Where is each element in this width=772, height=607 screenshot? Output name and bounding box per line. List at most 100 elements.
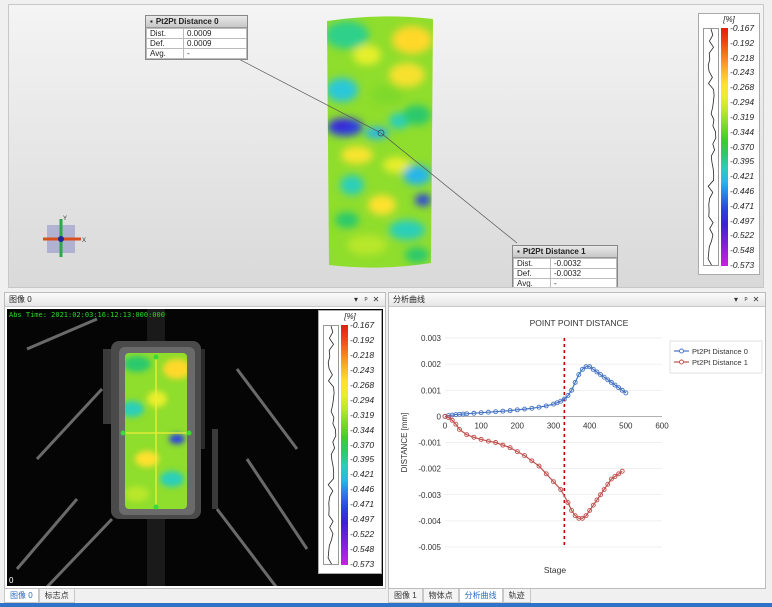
legend-tick-label: -0.344 [350,424,375,435]
legend-tick-label: -0.218 [350,349,375,360]
series-0-point [616,385,622,391]
pt2pt-distance-0-header: ▪ Pt2Pt Distance 0 [146,16,247,28]
table-row: Dist. 0.0009 [146,28,247,39]
tab-tabs_right-0[interactable]: 图像 1 [388,589,423,603]
series-0-point [536,404,542,410]
strain-legend-top: [%] -0.167 -0.192 -0.218 -0.243 -0.268 -0.294-… [698,13,760,275]
pt2pt-distance-0-box[interactable]: ▪ Pt2Pt Distance 0 Dist. 0.0009 Def. 0.0009… [145,15,248,60]
legend-tick-label: -0.446 [350,484,375,495]
series-0-point [485,409,491,415]
series-1-point [616,471,622,477]
series-1-point [514,449,520,455]
legend-entry: Pt2Pt Distance 0 [692,347,748,356]
series-0-point [612,382,618,388]
series-0-point [543,403,549,409]
series-1-point [457,426,462,432]
series-1-point [543,471,549,477]
series-1-point [529,458,535,464]
series-0-point [500,408,506,414]
series-0-point [558,398,564,404]
series-0-point [565,393,571,398]
series-0-point [623,390,629,396]
legend-tick-label: -0.471 [730,200,755,211]
legend-tick-label: -0.243 [730,67,755,78]
tab-tabs_right-3[interactable]: 轨迹 [502,589,531,603]
y-tick-label: -0.001 [418,439,441,448]
series-1-point [500,442,506,448]
series-1-point [558,487,564,492]
x-tick-label: 600 [655,421,669,430]
x-tick-label: 300 [547,421,561,430]
3d-view[interactable]: ▪ Pt2Pt Distance 0 Dist. 0.0009 Def. 0.0009… [8,4,764,288]
dropdown-icon[interactable]: ▾ [733,295,738,304]
legend-ticks: -0.167 -0.192 -0.218 -0.243 -0.268 -0.294 -0.3… [730,24,754,270]
legend-entry: Pt2Pt Distance 1 [692,358,748,367]
y-tick-label: 0 [437,412,442,421]
x-tick-label: 200 [511,421,525,430]
status-bar [0,603,772,607]
series-1-point [565,500,571,506]
legend-unit-label: [%] [723,15,735,24]
legend-tick-label: -0.218 [730,52,755,63]
x-tick-label: 0 [443,421,448,430]
series-1-point [612,474,618,479]
series-1-point [478,436,484,442]
chart-title: POINT POINT DISTANCE [530,318,629,328]
series-1-point [551,479,556,485]
pt2pt-distance-1-table: Dist. -0.0032 Def. -0.0032 Avg. - [513,258,617,287]
close-icon[interactable]: ✕ [372,295,380,304]
series-0-point [522,406,528,412]
legend-tick-label: -0.471 [350,499,375,510]
series-0-point [590,366,596,372]
series-0-point [529,405,535,411]
series-1-point [493,440,499,445]
table-row: Def. 0.0009 [146,38,247,49]
right-tab-strip: 图像 1 物体点 分析曲线 轨迹 [388,589,531,603]
left-tab-strip: 图像 0 标志点 [4,589,75,603]
legend-tick-label: -0.395 [350,454,375,465]
legend-tick-label: -0.370 [730,141,755,152]
legend-tick-label: -0.294 [350,394,375,405]
y-tick-label: -0.002 [418,465,441,474]
close-icon[interactable]: ✕ [752,295,760,304]
series-0-point [579,366,585,372]
camera-image-view[interactable]: Abs Time: 2021:02:03:16:12:13:000:000 0 … [7,309,383,586]
legend-tick-label: -0.243 [350,364,375,375]
series-1-point [605,481,611,487]
series-line-1 [444,415,623,519]
table-row: Avg. - [513,278,617,287]
series-1-point [608,476,614,482]
series-0-point [594,369,600,375]
legend-tick-label: -0.319 [350,409,375,420]
pt2pt-distance-1-box[interactable]: ▪ Pt2Pt Distance 1 Dist. -0.0032 Def. -0.00… [512,245,618,287]
series-1-point [569,507,575,513]
tab-tabs_left-0[interactable]: 图像 0 [4,589,39,603]
tab-tabs_right-2[interactable]: 分析曲线 [458,589,503,603]
legend-tick-label: -0.497 [350,514,375,525]
distance-chart[interactable]: POINT POINT DISTANCE 0.003 0.002 0.001 0 -0.0… [389,308,765,588]
legend-tick-label: -0.548 [350,544,375,555]
series-0-point [605,377,611,383]
distance-chart-svg: POINT POINT DISTANCE0.0030.0020.0010-0.0… [400,318,763,575]
pin-icon[interactable]: ᵖ [744,295,748,304]
x-tick-label: 500 [619,421,633,430]
dropdown-icon[interactable]: ▾ [353,295,358,304]
tab-tabs_left-1[interactable]: 标志点 [38,589,75,603]
series-0-point [471,410,477,416]
legend-tick-label: -0.268 [730,82,755,93]
series-1-point [485,438,491,444]
legend-tick-label: -0.167 [730,23,755,33]
series-1-point [587,507,593,513]
timestamp-overlay: Abs Time: 2021:02:03:16:12:13:000:000 [9,311,165,319]
y-tick-label: 0.003 [421,334,442,343]
tab-tabs_right-1[interactable]: 物体点 [422,589,459,603]
frame-index-label: 0 [9,576,14,585]
pin-icon[interactable]: ᵖ [364,295,368,304]
series-0-point [587,364,593,370]
legend-tick-label: -0.573 [730,260,755,270]
legend-tick-label: -0.294 [730,97,755,108]
analysis-curve-panel-title: 分析曲线 [393,295,425,304]
series-1-point [449,417,455,423]
specimen-strain-field[interactable] [327,15,433,269]
